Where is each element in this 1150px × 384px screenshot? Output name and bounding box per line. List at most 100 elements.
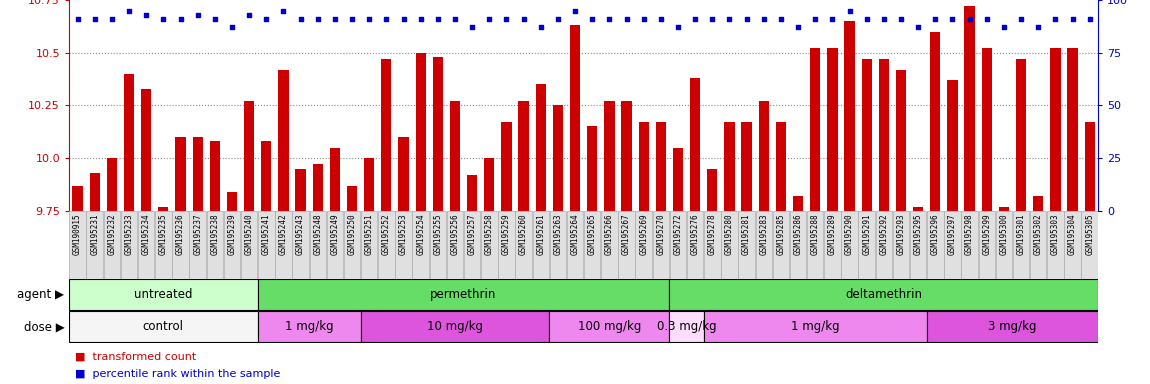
Text: GSM195304: GSM195304 <box>1068 214 1078 255</box>
Bar <box>258 280 669 310</box>
Bar <box>347 185 358 211</box>
Text: GSM195235: GSM195235 <box>159 214 168 255</box>
Bar <box>1064 211 1081 279</box>
Text: GSM195259: GSM195259 <box>501 214 511 255</box>
Bar <box>296 169 306 211</box>
Text: GSM195248: GSM195248 <box>313 214 322 255</box>
Point <box>875 16 894 22</box>
Bar <box>175 137 185 211</box>
Point <box>360 16 378 22</box>
Bar <box>687 211 704 279</box>
Bar <box>584 211 600 279</box>
Bar <box>570 25 581 211</box>
Bar <box>141 89 152 211</box>
Text: GSM195293: GSM195293 <box>897 214 905 255</box>
Text: agent ▶: agent ▶ <box>17 288 64 301</box>
Text: GSM195286: GSM195286 <box>793 214 803 255</box>
Bar <box>652 211 669 279</box>
Bar <box>773 211 789 279</box>
Point <box>274 7 292 13</box>
Text: GSM195264: GSM195264 <box>570 214 580 255</box>
Point <box>377 16 396 22</box>
Text: GSM195236: GSM195236 <box>176 214 185 255</box>
Bar <box>313 164 323 211</box>
Point <box>223 24 241 30</box>
Bar <box>327 211 343 279</box>
Bar <box>704 311 927 342</box>
Bar <box>875 211 892 279</box>
Bar <box>961 211 978 279</box>
Text: ■  transformed count: ■ transformed count <box>75 352 196 362</box>
Bar <box>536 84 546 211</box>
Bar <box>69 280 258 310</box>
Bar <box>484 158 494 211</box>
Bar <box>501 122 512 211</box>
Text: GSM195267: GSM195267 <box>622 214 631 255</box>
Bar <box>292 211 309 279</box>
Text: GSM195300: GSM195300 <box>999 214 1009 255</box>
Bar <box>669 311 704 342</box>
Bar <box>724 122 735 211</box>
Point <box>1029 24 1048 30</box>
Text: GSM195240: GSM195240 <box>245 214 254 255</box>
Bar <box>481 211 498 279</box>
Bar <box>896 70 906 211</box>
Text: GSM195295: GSM195295 <box>913 214 922 255</box>
Bar <box>790 211 806 279</box>
Bar <box>756 211 772 279</box>
Bar <box>365 158 375 211</box>
Text: GSM195239: GSM195239 <box>228 214 237 255</box>
Bar <box>275 211 292 279</box>
Bar <box>90 173 100 211</box>
Point <box>841 7 859 13</box>
Point <box>412 16 430 22</box>
Bar <box>432 57 443 211</box>
Point <box>926 16 944 22</box>
Point <box>189 12 207 18</box>
Bar <box>69 211 86 279</box>
Bar <box>704 211 721 279</box>
Bar <box>261 141 271 211</box>
Text: GSM195231: GSM195231 <box>90 214 99 255</box>
Bar <box>892 211 910 279</box>
Point <box>308 16 327 22</box>
Text: GSM195266: GSM195266 <box>605 214 614 255</box>
Text: GSM195241: GSM195241 <box>262 214 270 255</box>
Text: GSM195257: GSM195257 <box>468 214 476 255</box>
Bar <box>944 211 960 279</box>
Bar <box>759 101 769 211</box>
Bar <box>844 21 854 211</box>
Text: GSM195289: GSM195289 <box>828 214 837 255</box>
Bar <box>825 211 841 279</box>
Text: GSM195270: GSM195270 <box>657 214 666 255</box>
Bar <box>104 211 120 279</box>
Bar <box>553 106 564 211</box>
Text: ■  percentile rank within the sample: ■ percentile rank within the sample <box>75 369 281 379</box>
Point <box>703 16 721 22</box>
Text: GSM195249: GSM195249 <box>330 214 339 255</box>
Text: GSM195255: GSM195255 <box>434 214 443 255</box>
Text: permethrin: permethrin <box>430 288 497 301</box>
Text: 3 mg/kg: 3 mg/kg <box>988 320 1037 333</box>
Point <box>446 16 465 22</box>
Bar <box>124 74 135 211</box>
Bar <box>532 211 549 279</box>
Bar <box>415 53 426 211</box>
Point <box>497 16 515 22</box>
Point <box>978 16 996 22</box>
Bar <box>1013 211 1029 279</box>
Point <box>394 16 413 22</box>
Text: GSM195302: GSM195302 <box>1034 214 1043 255</box>
Bar <box>621 101 631 211</box>
Text: GSM195234: GSM195234 <box>141 214 151 255</box>
Bar <box>1050 48 1060 211</box>
Text: GSM195263: GSM195263 <box>553 214 562 255</box>
Point <box>891 16 910 22</box>
Bar <box>604 101 614 211</box>
Bar <box>467 175 477 211</box>
Text: GSM195296: GSM195296 <box>930 214 940 255</box>
Point <box>600 16 619 22</box>
Point <box>789 24 807 30</box>
Bar <box>121 211 137 279</box>
Bar <box>159 207 169 211</box>
